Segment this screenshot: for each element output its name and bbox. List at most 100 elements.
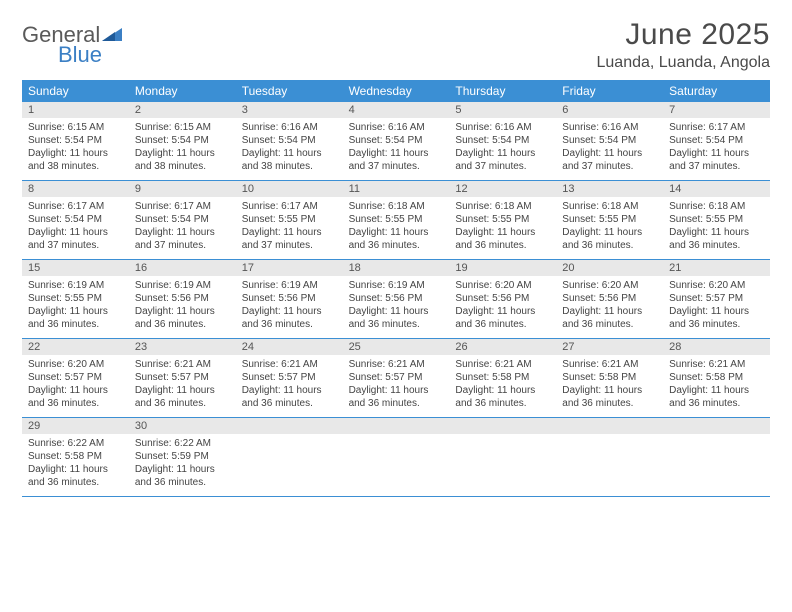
cells-row: Sunrise: 6:22 AMSunset: 5:58 PMDaylight:… (22, 434, 770, 496)
sunrise-text: Sunrise: 6:19 AM (135, 279, 230, 292)
day-number: 16 (129, 260, 236, 276)
daylight-text: Daylight: 11 hours and 36 minutes. (349, 384, 444, 410)
day-name: Monday (129, 80, 236, 102)
page-title: June 2025 (597, 18, 771, 52)
daylight-text: Daylight: 11 hours and 38 minutes. (242, 147, 337, 173)
sunset-text: Sunset: 5:55 PM (28, 292, 123, 305)
cells-row: Sunrise: 6:19 AMSunset: 5:55 PMDaylight:… (22, 276, 770, 338)
week-block: 15161718192021Sunrise: 6:19 AMSunset: 5:… (22, 260, 770, 339)
title-block: June 2025 Luanda, Luanda, Angola (597, 18, 771, 72)
day-name: Thursday (449, 80, 556, 102)
sunrise-text: Sunrise: 6:16 AM (242, 121, 337, 134)
day-cell: Sunrise: 6:20 AMSunset: 5:57 PMDaylight:… (22, 355, 129, 417)
sunrise-text: Sunrise: 6:21 AM (455, 358, 550, 371)
sunset-text: Sunset: 5:58 PM (562, 371, 657, 384)
sunrise-text: Sunrise: 6:16 AM (455, 121, 550, 134)
sunrise-text: Sunrise: 6:17 AM (28, 200, 123, 213)
day-number: 22 (22, 339, 129, 355)
day-number: 29 (22, 418, 129, 434)
sunrise-text: Sunrise: 6:19 AM (349, 279, 444, 292)
day-number: 12 (449, 181, 556, 197)
day-number: 17 (236, 260, 343, 276)
daylight-text: Daylight: 11 hours and 38 minutes. (28, 147, 123, 173)
day-number-row: 22232425262728 (22, 339, 770, 355)
day-number: 18 (343, 260, 450, 276)
sunset-text: Sunset: 5:57 PM (349, 371, 444, 384)
calendar: Sunday Monday Tuesday Wednesday Thursday… (22, 80, 770, 497)
day-number-row: 891011121314 (22, 181, 770, 197)
daylight-text: Daylight: 11 hours and 37 minutes. (669, 147, 764, 173)
day-number: 25 (343, 339, 450, 355)
sunrise-text: Sunrise: 6:20 AM (669, 279, 764, 292)
day-number: 3 (236, 102, 343, 118)
day-number (449, 418, 556, 434)
day-cell: Sunrise: 6:21 AMSunset: 5:58 PMDaylight:… (449, 355, 556, 417)
sunrise-text: Sunrise: 6:19 AM (28, 279, 123, 292)
sunrise-text: Sunrise: 6:18 AM (349, 200, 444, 213)
day-number: 13 (556, 181, 663, 197)
daylight-text: Daylight: 11 hours and 37 minutes. (349, 147, 444, 173)
sunset-text: Sunset: 5:54 PM (455, 134, 550, 147)
sunrise-text: Sunrise: 6:20 AM (28, 358, 123, 371)
daylight-text: Daylight: 11 hours and 37 minutes. (562, 147, 657, 173)
day-number: 20 (556, 260, 663, 276)
daylight-text: Daylight: 11 hours and 36 minutes. (562, 384, 657, 410)
day-number (556, 418, 663, 434)
logo-flag-icon (100, 25, 126, 48)
sunrise-text: Sunrise: 6:21 AM (242, 358, 337, 371)
sunset-text: Sunset: 5:55 PM (669, 213, 764, 226)
sunset-text: Sunset: 5:56 PM (242, 292, 337, 305)
sunset-text: Sunset: 5:54 PM (135, 134, 230, 147)
sunset-text: Sunset: 5:57 PM (242, 371, 337, 384)
day-cell: Sunrise: 6:22 AMSunset: 5:59 PMDaylight:… (129, 434, 236, 496)
day-cell: Sunrise: 6:18 AMSunset: 5:55 PMDaylight:… (343, 197, 450, 259)
day-cell (236, 434, 343, 496)
day-number: 26 (449, 339, 556, 355)
sunset-text: Sunset: 5:56 PM (562, 292, 657, 305)
daylight-text: Daylight: 11 hours and 36 minutes. (135, 463, 230, 489)
sunset-text: Sunset: 5:55 PM (455, 213, 550, 226)
daylight-text: Daylight: 11 hours and 37 minutes. (455, 147, 550, 173)
sunrise-text: Sunrise: 6:18 AM (669, 200, 764, 213)
sunset-text: Sunset: 5:54 PM (28, 134, 123, 147)
day-number: 4 (343, 102, 450, 118)
daylight-text: Daylight: 11 hours and 36 minutes. (562, 226, 657, 252)
sunrise-text: Sunrise: 6:15 AM (28, 121, 123, 134)
day-name: Friday (556, 80, 663, 102)
day-cell: Sunrise: 6:16 AMSunset: 5:54 PMDaylight:… (236, 118, 343, 180)
sunset-text: Sunset: 5:54 PM (242, 134, 337, 147)
sunset-text: Sunset: 5:54 PM (135, 213, 230, 226)
day-cell: Sunrise: 6:19 AMSunset: 5:56 PMDaylight:… (343, 276, 450, 338)
day-cell: Sunrise: 6:18 AMSunset: 5:55 PMDaylight:… (449, 197, 556, 259)
day-number: 1 (22, 102, 129, 118)
day-number: 11 (343, 181, 450, 197)
week-block: 891011121314Sunrise: 6:17 AMSunset: 5:54… (22, 181, 770, 260)
day-number-row: 2930 (22, 418, 770, 434)
daylight-text: Daylight: 11 hours and 36 minutes. (455, 305, 550, 331)
day-number: 24 (236, 339, 343, 355)
sunset-text: Sunset: 5:57 PM (669, 292, 764, 305)
sunrise-text: Sunrise: 6:18 AM (562, 200, 657, 213)
day-number: 9 (129, 181, 236, 197)
day-cell: Sunrise: 6:18 AMSunset: 5:55 PMDaylight:… (663, 197, 770, 259)
sunrise-text: Sunrise: 6:22 AM (135, 437, 230, 450)
day-cell: Sunrise: 6:16 AMSunset: 5:54 PMDaylight:… (556, 118, 663, 180)
daylight-text: Daylight: 11 hours and 36 minutes. (669, 226, 764, 252)
sunset-text: Sunset: 5:56 PM (135, 292, 230, 305)
day-cell: Sunrise: 6:17 AMSunset: 5:55 PMDaylight:… (236, 197, 343, 259)
day-cell (343, 434, 450, 496)
day-cell: Sunrise: 6:17 AMSunset: 5:54 PMDaylight:… (22, 197, 129, 259)
daylight-text: Daylight: 11 hours and 36 minutes. (28, 305, 123, 331)
page-header: GeneralBlue June 2025 Luanda, Luanda, An… (22, 18, 770, 72)
day-name: Saturday (663, 80, 770, 102)
day-cell: Sunrise: 6:17 AMSunset: 5:54 PMDaylight:… (663, 118, 770, 180)
daylight-text: Daylight: 11 hours and 36 minutes. (562, 305, 657, 331)
daylight-text: Daylight: 11 hours and 36 minutes. (349, 226, 444, 252)
day-cell (449, 434, 556, 496)
day-number: 30 (129, 418, 236, 434)
daylight-text: Daylight: 11 hours and 37 minutes. (135, 226, 230, 252)
daylight-text: Daylight: 11 hours and 36 minutes. (135, 384, 230, 410)
day-number (343, 418, 450, 434)
day-cell: Sunrise: 6:16 AMSunset: 5:54 PMDaylight:… (449, 118, 556, 180)
sunrise-text: Sunrise: 6:15 AM (135, 121, 230, 134)
